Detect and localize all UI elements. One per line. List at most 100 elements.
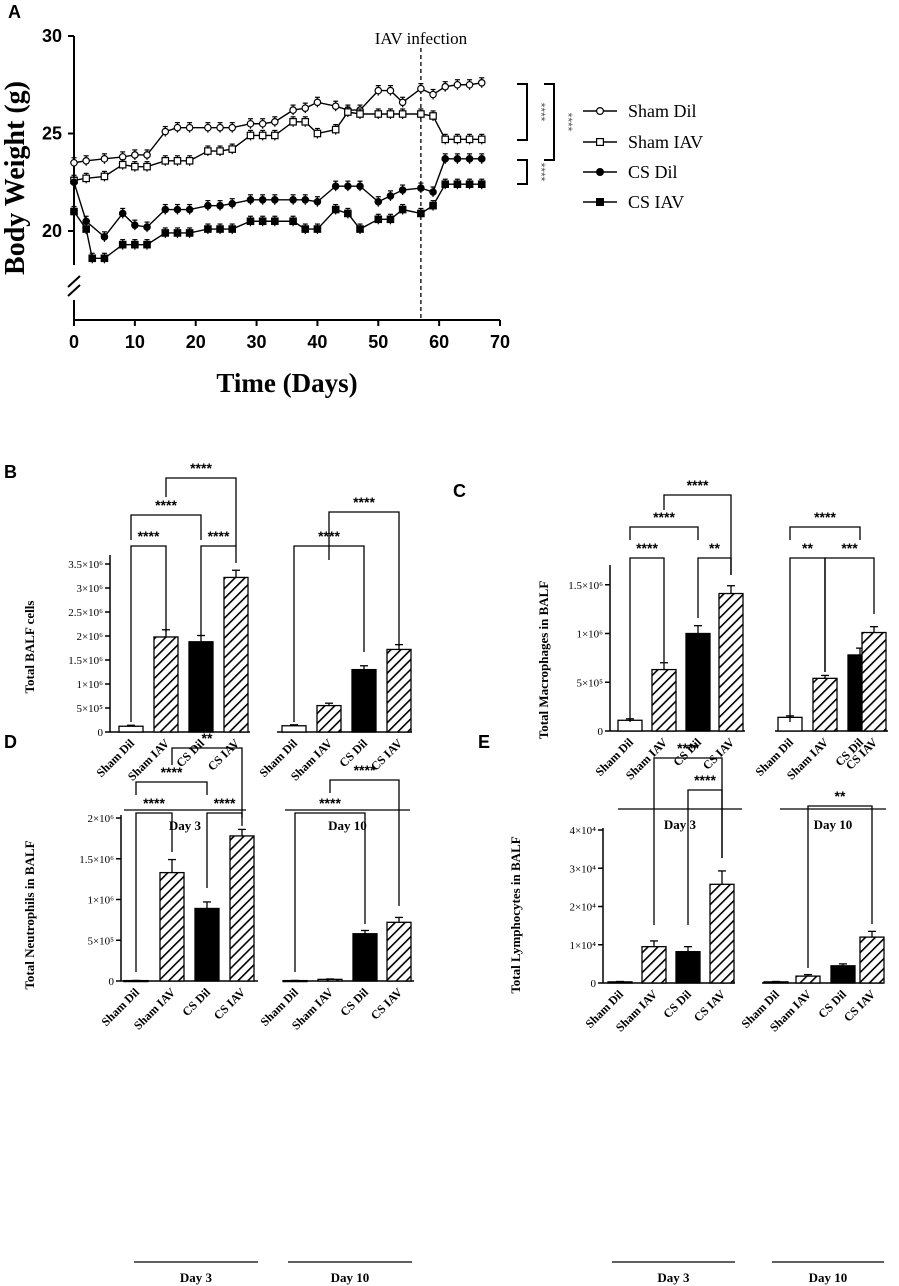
data-point [173, 157, 182, 165]
y-tick-label: 0 [591, 978, 597, 990]
significance-bracket [294, 812, 366, 972]
bar-cs-dil [351, 668, 377, 733]
significance-label: ** [802, 540, 813, 556]
y-tick-label: 2.5×10⁶ [68, 607, 103, 619]
data-point [228, 145, 237, 153]
bar-cs-dil [188, 641, 214, 733]
data-point [441, 82, 450, 91]
data-point [289, 106, 297, 114]
significance-label: **** [161, 764, 183, 780]
data-point [465, 155, 474, 163]
bar-cs-iav [718, 592, 744, 732]
data-point [204, 147, 212, 155]
significance-label: **** [208, 528, 230, 544]
group-label: Day 10 [809, 1270, 848, 1285]
significance-label: **** [677, 740, 699, 756]
data-point [289, 217, 297, 226]
panel-d-bar-chart: D 0 5×10⁵ 1×10⁶ 1.5×10⁶ 2×10⁶ Total Neutrophil… [4, 730, 414, 1285]
bar-cs-dil [685, 632, 711, 732]
significance-bracket [171, 747, 243, 818]
data-point [100, 254, 109, 263]
data-point [313, 129, 322, 138]
legend-label: Sham IAV [628, 132, 703, 152]
data-point [246, 131, 255, 140]
x-tick-label: 30 [247, 332, 267, 352]
data-point [216, 147, 224, 155]
y-tick-label: 5×10⁵ [87, 935, 114, 947]
data-point [173, 205, 182, 214]
data-point [398, 186, 407, 194]
data-point [204, 123, 212, 132]
bar-sham-iav [812, 677, 838, 732]
data-point [374, 215, 383, 224]
bar-sham-iav [795, 975, 821, 984]
data-point [228, 199, 237, 208]
data-point [301, 104, 310, 112]
bar-cs-dil [830, 965, 856, 984]
significance-bracket [329, 779, 400, 906]
data-point [453, 80, 462, 89]
bar-sham-iav [153, 636, 179, 733]
significance-bracket [687, 789, 723, 925]
significance-bracket [544, 83, 555, 161]
significance-label: ** [835, 788, 846, 804]
y-tick-label: 2×10⁶ [76, 631, 103, 643]
data-point [131, 240, 139, 249]
significance-bracket [200, 545, 237, 635]
y-tick-label: 0 [98, 727, 104, 739]
bar-cs-dil [352, 933, 378, 982]
data-point [70, 207, 78, 216]
group-label: Day 10 [328, 818, 367, 833]
data-point [271, 118, 279, 126]
data-point [216, 123, 224, 132]
data-point [374, 110, 383, 118]
significance-label: **** [561, 113, 575, 132]
data-point [356, 182, 364, 190]
significance-bracket [165, 477, 237, 546]
y-tick-label: 1.5×10⁶ [568, 580, 603, 592]
data-point [70, 158, 78, 167]
bar-cs-iav [386, 921, 412, 982]
significance-label: **** [687, 477, 709, 493]
data-point [386, 86, 395, 95]
data-point [161, 157, 170, 165]
data-point [271, 217, 279, 226]
significance-bracket [135, 781, 208, 795]
y-tick-label: 30 [42, 26, 62, 46]
bar-sham-dil [118, 725, 144, 733]
y-tick-label: 5×10⁵ [76, 703, 103, 715]
data-point [477, 180, 486, 189]
data-point [313, 225, 322, 233]
data-point [246, 119, 255, 128]
significance-label: **** [354, 762, 376, 778]
panel-letter-c: C [453, 481, 466, 501]
data-point [313, 197, 322, 206]
data-point [429, 112, 437, 120]
data-point [374, 197, 383, 206]
data-point [356, 110, 364, 118]
data-point [185, 157, 194, 165]
data-point [417, 209, 425, 218]
data-point [398, 205, 407, 214]
data-point [441, 155, 450, 163]
y-tick-label: 25 [42, 124, 62, 144]
data-point [143, 151, 151, 159]
data-point [246, 217, 255, 226]
data-point [82, 174, 90, 183]
data-point [477, 155, 486, 163]
legend-marker [595, 168, 604, 177]
significance-label: **** [155, 497, 177, 513]
y-tick-label: 0 [598, 726, 604, 738]
x-tick-label: CS IAV [691, 987, 729, 1025]
data-point [289, 196, 297, 204]
data-point [82, 225, 90, 233]
bar-sham-dil [123, 979, 149, 983]
data-point [453, 155, 462, 163]
data-point [131, 151, 139, 159]
axis-break-1 [67, 275, 81, 288]
y-tick-label: 1.5×10⁶ [79, 854, 114, 866]
legend-marker [595, 138, 604, 147]
data-point [70, 178, 78, 187]
data-point [161, 127, 170, 136]
